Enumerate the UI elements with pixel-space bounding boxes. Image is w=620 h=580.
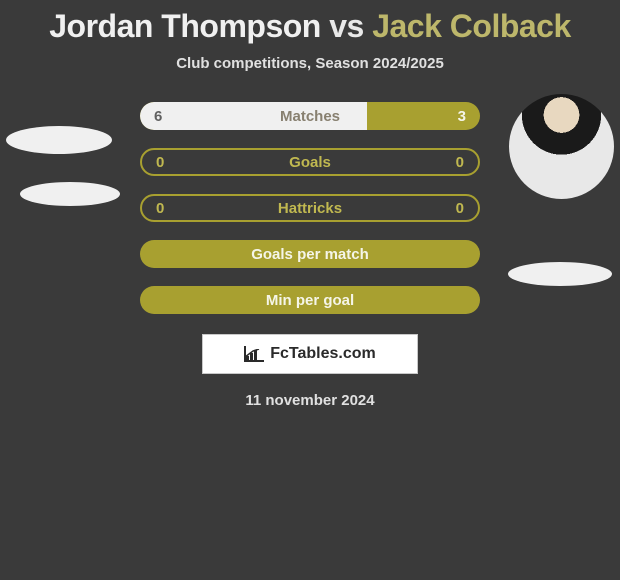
stat-label: Hattricks xyxy=(142,200,478,217)
brand-box: FcTables.com xyxy=(202,334,418,374)
stat-label: Goals xyxy=(142,154,478,171)
brand-text: FcTables.com xyxy=(270,345,376,363)
player2-name: Jack Colback xyxy=(372,8,571,44)
stat-bars: 6 Matches 3 0 Goals 0 0 Hattricks 0 Goal… xyxy=(140,102,480,314)
stat-row-goals: 0 Goals 0 xyxy=(140,148,480,176)
chart-area: 6 Matches 3 0 Goals 0 0 Hattricks 0 Goal… xyxy=(0,102,620,409)
stat-row-hattricks: 0 Hattricks 0 xyxy=(140,194,480,222)
player1-avatar-placeholder xyxy=(6,126,112,154)
comparison-title: Jordan Thompson vs Jack Colback xyxy=(0,0,620,45)
player2-avatar xyxy=(509,94,614,199)
vs-text: vs xyxy=(329,8,364,44)
stat-right-value: 0 xyxy=(456,154,464,171)
subtitle: Club competitions, Season 2024/2025 xyxy=(0,55,620,72)
stat-row-mpg: Min per goal xyxy=(140,286,480,314)
stat-label: Goals per match xyxy=(140,246,480,263)
player1-name: Jordan Thompson xyxy=(49,8,321,44)
chart-icon xyxy=(244,346,264,362)
stat-right-value: 3 xyxy=(458,108,466,125)
player2-shadow xyxy=(508,262,612,286)
stat-row-gpm: Goals per match xyxy=(140,240,480,268)
stat-right-value: 0 xyxy=(456,200,464,217)
player1-shadow xyxy=(20,182,120,206)
stat-label: Min per goal xyxy=(140,292,480,309)
date-text: 11 november 2024 xyxy=(0,392,620,409)
stat-label: Matches xyxy=(140,108,480,125)
stat-row-matches: 6 Matches 3 xyxy=(140,102,480,130)
